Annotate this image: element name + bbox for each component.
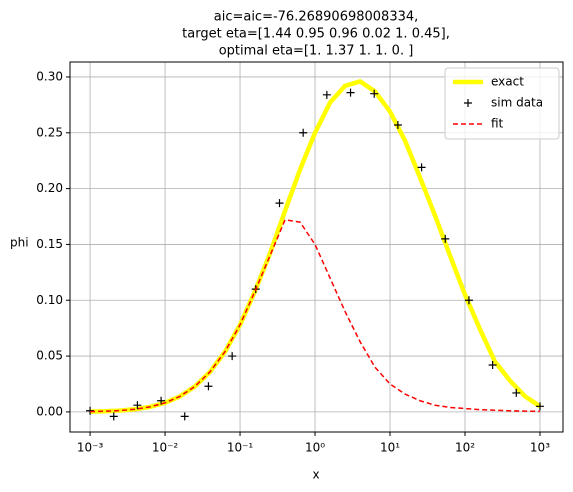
legend-box bbox=[444, 67, 560, 140]
y-tick-label: 0.15 bbox=[36, 237, 63, 251]
plot-area bbox=[86, 79, 544, 421]
data-point bbox=[299, 128, 308, 137]
data-point bbox=[228, 352, 237, 361]
data-point bbox=[133, 401, 142, 410]
data-point bbox=[512, 388, 521, 397]
series-line bbox=[90, 219, 540, 413]
data-point bbox=[488, 361, 497, 370]
data-point bbox=[322, 90, 331, 99]
y-tick-label: 0.20 bbox=[36, 181, 63, 195]
x-tick-label: 10³ bbox=[530, 441, 550, 455]
x-tick-label: 10² bbox=[455, 441, 475, 455]
x-axis-label: x bbox=[312, 468, 319, 482]
data-point bbox=[204, 382, 213, 391]
data-point bbox=[393, 120, 402, 129]
y-tick-label: 0.05 bbox=[36, 349, 63, 363]
y-tick-label: 0.10 bbox=[36, 293, 63, 307]
axes-frame bbox=[69, 61, 564, 433]
chart-title: aic=aic=-76.26890698008334, bbox=[214, 10, 419, 25]
legend-label: sim data bbox=[491, 96, 543, 110]
data-point bbox=[535, 402, 544, 411]
data-point bbox=[346, 88, 355, 97]
y-tick-label: 0.00 bbox=[36, 404, 63, 418]
y-tick-label: 0.25 bbox=[36, 125, 63, 139]
x-tick-label: 10⁻¹ bbox=[227, 441, 254, 455]
x-tick-label: 10⁻² bbox=[152, 441, 179, 455]
legend-label: fit bbox=[491, 117, 504, 131]
y-axis-label: phi bbox=[10, 236, 29, 250]
x-tick-label: 10¹ bbox=[380, 441, 400, 455]
chart-title: optimal eta=[1. 1.37 1. 1. 0. ] bbox=[219, 44, 414, 59]
data-point bbox=[370, 89, 379, 98]
x-tick-label: 10⁻³ bbox=[77, 441, 104, 455]
legend-label: exact bbox=[491, 75, 524, 89]
y-tick-label: 0.30 bbox=[36, 69, 63, 83]
legend: exact sim data fit bbox=[444, 67, 560, 140]
data-point bbox=[441, 234, 450, 243]
legend-swatch bbox=[464, 99, 472, 107]
x-tick-label: 10⁰ bbox=[305, 441, 325, 455]
data-point bbox=[417, 163, 426, 172]
chart-title: target eta=[1.44 0.95 0.96 0.02 1. 0.45]… bbox=[182, 27, 450, 42]
data-point bbox=[157, 396, 166, 405]
data-point bbox=[109, 412, 118, 421]
data-point bbox=[464, 296, 473, 305]
data-point bbox=[180, 412, 189, 421]
data-point bbox=[275, 199, 284, 208]
